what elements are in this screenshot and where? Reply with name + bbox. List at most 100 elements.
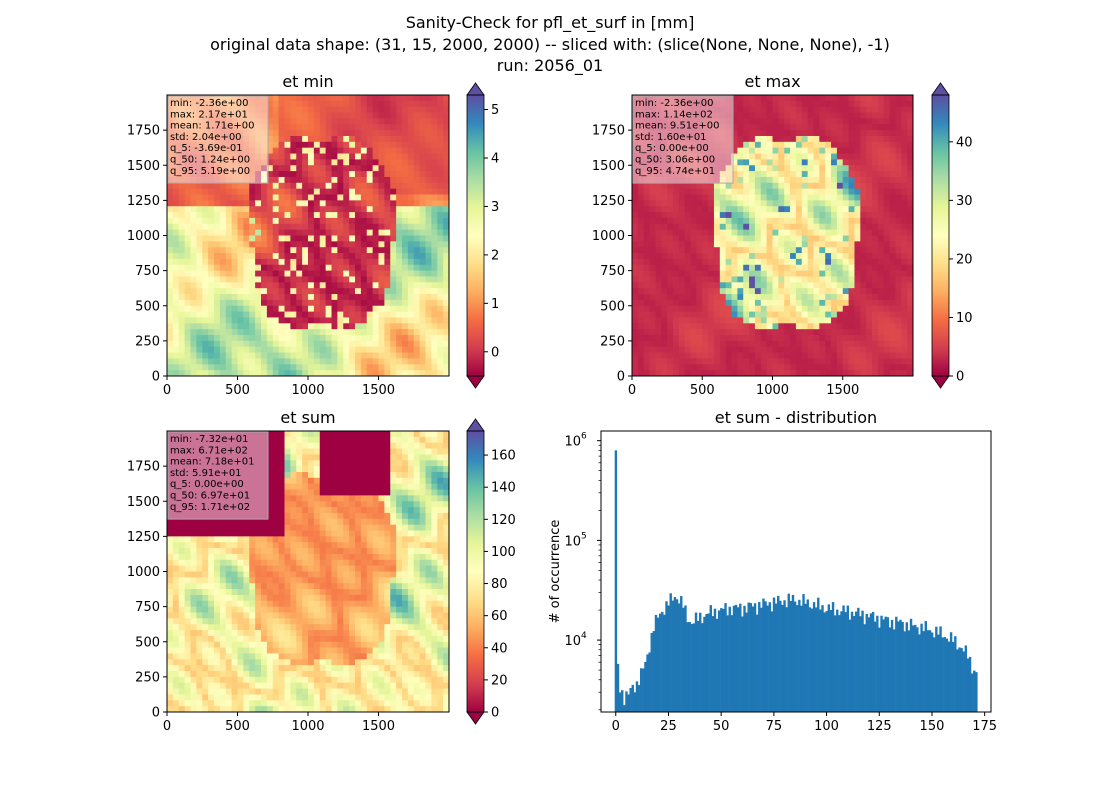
heatmap-cell — [361, 165, 367, 171]
heatmap-cell — [702, 212, 708, 218]
heatmap-cell — [343, 236, 349, 242]
heatmap-cell — [379, 300, 385, 306]
heatmap-cell — [232, 358, 238, 364]
heatmap-cell — [232, 347, 238, 353]
heatmap-cell — [414, 177, 420, 183]
heatmap-cell — [420, 183, 426, 189]
heatmap-cell — [819, 253, 825, 259]
heatmap-cell — [396, 130, 402, 136]
heatmap-cell — [749, 253, 755, 259]
heatmap-cell — [420, 341, 426, 347]
heatmap-cell — [373, 195, 379, 201]
heatmap-cell — [437, 171, 443, 177]
heatmap-cell — [443, 241, 449, 247]
heatmap-cell — [890, 364, 896, 370]
heatmap-cell — [343, 259, 349, 265]
heatmap-cell — [179, 241, 185, 247]
heatmap-cell — [843, 171, 849, 177]
heatmap-cell — [343, 206, 349, 212]
heatmap-cell — [214, 347, 220, 353]
heatmap-cell — [884, 247, 890, 253]
heatmap-cell — [443, 247, 449, 253]
heatmap-cell — [796, 165, 802, 171]
heatmap-cell — [308, 95, 314, 101]
heatmap-cell — [790, 159, 796, 165]
heatmap-cell — [650, 306, 656, 312]
heatmap-cell — [696, 212, 702, 218]
heatmap-cell — [220, 300, 226, 306]
heatmap-cell — [196, 218, 202, 224]
heatmap-cell — [866, 253, 872, 259]
heatmap-cell — [737, 253, 743, 259]
heatmap-cell — [696, 306, 702, 312]
heatmap-cell — [337, 200, 343, 206]
heatmap-cell — [696, 364, 702, 370]
heatmap-cell — [431, 159, 437, 165]
heatmap-cell — [167, 189, 173, 195]
heatmap-cell — [726, 347, 732, 353]
heatmap-cell — [296, 177, 302, 183]
heatmap-cell — [191, 218, 197, 224]
heatmap-cell — [326, 154, 332, 160]
heatmap-cell — [813, 124, 819, 130]
heatmap-cell — [825, 282, 831, 288]
heatmap-cell — [673, 253, 679, 259]
heatmap-cell — [685, 288, 691, 294]
heatmap-cell — [379, 206, 385, 212]
heatmap-cell — [732, 224, 738, 230]
heatmap-cell — [379, 370, 385, 376]
heatmap-cell — [273, 247, 279, 253]
heatmap-cell — [773, 317, 779, 323]
heatmap-cell — [767, 265, 773, 271]
heatmap-cell — [384, 347, 390, 353]
heatmap-cell — [761, 294, 767, 300]
heatmap-cell — [326, 148, 332, 154]
heatmap-cell — [420, 358, 426, 364]
heatmap-cell — [778, 358, 784, 364]
heatmap-cell — [255, 247, 261, 253]
heatmap-cell — [755, 124, 761, 130]
heatmap-cell — [884, 148, 890, 154]
heatmap-cell — [296, 101, 302, 107]
heatmap-cell — [296, 171, 302, 177]
heatmap-cell — [337, 95, 343, 101]
heatmap-cell — [837, 206, 843, 212]
heatmap-cell — [302, 437, 308, 443]
heatmap-cell — [761, 265, 767, 271]
x-tick-label: 500 — [690, 383, 715, 398]
heatmap-cell — [285, 130, 291, 136]
heatmap-cell — [872, 224, 878, 230]
heatmap-cell — [825, 154, 831, 160]
heatmap-cell — [796, 101, 802, 107]
heatmap-cell — [302, 347, 308, 353]
heatmap-cell — [790, 288, 796, 294]
heatmap-cell — [173, 370, 179, 376]
heatmap-cell — [784, 200, 790, 206]
heatmap-cell — [737, 113, 743, 119]
heatmap-cell — [808, 165, 814, 171]
heatmap-cell — [843, 317, 849, 323]
heatmap-cell — [402, 154, 408, 160]
heatmap-cell — [872, 130, 878, 136]
heatmap-cell — [408, 347, 414, 353]
heatmap-cell — [837, 265, 843, 271]
heatmap-cell — [185, 236, 191, 242]
heatmap-cell — [320, 460, 326, 466]
heatmap-cell — [708, 224, 714, 230]
heatmap-cell — [872, 136, 878, 142]
heatmap-cell — [414, 218, 420, 224]
heatmap-cell — [443, 300, 449, 306]
heatmap-cell — [314, 431, 320, 437]
heatmap-cell — [285, 341, 291, 347]
heatmap-cell — [884, 124, 890, 130]
heatmap-cell — [408, 247, 414, 253]
heatmap-cell — [279, 294, 285, 300]
heatmap-cell — [737, 148, 743, 154]
heatmap-cell — [437, 443, 443, 449]
heatmap-cell — [314, 183, 320, 189]
heatmap-cell — [667, 288, 673, 294]
heatmap-cell — [426, 370, 432, 376]
heatmap-cell — [314, 118, 320, 124]
heatmap-cell — [743, 118, 749, 124]
heatmap-cell — [396, 218, 402, 224]
